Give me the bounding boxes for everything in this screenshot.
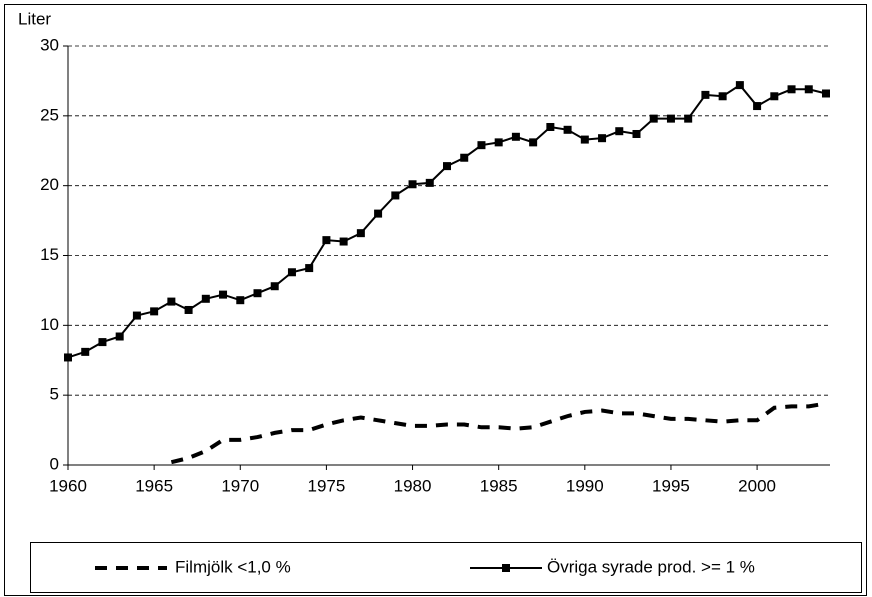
- marker: [804, 85, 813, 94]
- marker: [701, 90, 710, 99]
- marker: [822, 89, 830, 98]
- marker: [81, 347, 90, 356]
- x-tick-label: 1960: [49, 476, 87, 495]
- marker: [374, 209, 383, 218]
- marker: [494, 138, 503, 147]
- marker: [598, 134, 607, 143]
- marker: [753, 102, 762, 111]
- legend-label: Filmjölk <1,0 %: [175, 557, 291, 576]
- marker: [460, 153, 469, 162]
- y-tick-label: 25: [40, 105, 59, 124]
- y-tick-label: 10: [40, 315, 59, 334]
- marker: [322, 236, 331, 245]
- y-tick-label: 0: [50, 454, 59, 473]
- marker: [615, 127, 624, 136]
- marker: [219, 290, 228, 299]
- marker: [408, 180, 417, 189]
- legend-label: Övriga syrade prod. >= 1 %: [547, 557, 755, 576]
- x-tick-label: 1990: [566, 476, 604, 495]
- marker: [270, 282, 279, 291]
- marker: [425, 178, 434, 187]
- marker: [735, 81, 744, 90]
- marker: [305, 264, 314, 273]
- legend-marker: [502, 564, 510, 572]
- marker: [511, 132, 520, 141]
- y-tick-label: 20: [40, 175, 59, 194]
- marker: [666, 114, 675, 123]
- x-tick-label: 1965: [135, 476, 173, 495]
- marker: [253, 289, 262, 298]
- marker: [718, 92, 727, 101]
- marker: [443, 162, 451, 171]
- marker: [201, 294, 210, 303]
- marker: [770, 92, 779, 101]
- marker: [132, 311, 141, 320]
- y-tick-label: 5: [50, 385, 59, 404]
- marker: [236, 296, 245, 305]
- y-tick-label: 15: [40, 245, 59, 264]
- x-tick-label: 1970: [221, 476, 259, 495]
- marker: [580, 135, 589, 144]
- y-tick-label: 30: [40, 35, 59, 54]
- marker: [632, 129, 641, 138]
- chart-frame: [4, 4, 867, 596]
- x-tick-label: 1975: [307, 476, 345, 495]
- marker: [529, 138, 538, 147]
- marker: [356, 229, 365, 238]
- marker: [98, 338, 107, 347]
- marker: [287, 268, 296, 277]
- marker: [649, 114, 658, 123]
- marker: [546, 123, 555, 132]
- marker: [184, 305, 193, 314]
- x-tick-label: 1995: [652, 476, 690, 495]
- marker: [150, 307, 159, 316]
- marker: [339, 237, 348, 246]
- marker: [477, 141, 486, 150]
- marker: [64, 353, 72, 362]
- marker: [115, 332, 124, 341]
- x-tick-label: 1985: [480, 476, 518, 495]
- x-tick-label: 2000: [738, 476, 776, 495]
- marker: [787, 85, 796, 94]
- marker: [684, 114, 693, 123]
- series-line: [170, 401, 827, 465]
- marker: [167, 297, 176, 306]
- x-tick-label: 1980: [394, 476, 432, 495]
- marker: [563, 125, 572, 134]
- legend-box: [30, 542, 862, 593]
- marker: [391, 191, 400, 200]
- y-axis-label: Liter: [18, 9, 51, 28]
